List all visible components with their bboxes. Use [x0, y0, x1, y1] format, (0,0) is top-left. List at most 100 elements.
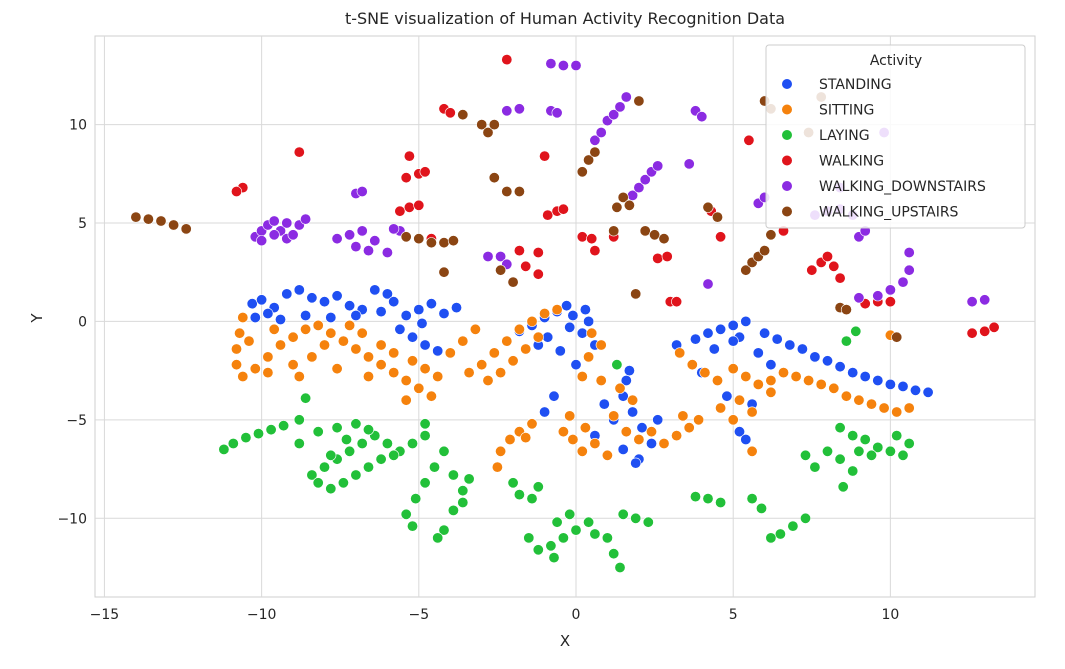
x-tick-label: −5	[408, 607, 429, 623]
data-point	[645, 437, 657, 449]
data-point	[457, 109, 469, 121]
data-point	[611, 201, 623, 213]
data-point	[362, 461, 374, 473]
data-point	[142, 213, 154, 225]
data-point	[488, 119, 500, 131]
data-point	[362, 245, 374, 257]
data-point	[344, 229, 356, 241]
data-point	[674, 347, 686, 359]
data-point	[246, 298, 258, 310]
data-point	[482, 374, 494, 386]
data-point	[627, 406, 639, 418]
data-point	[693, 414, 705, 426]
data-point	[652, 414, 664, 426]
data-point	[897, 449, 909, 461]
data-point	[400, 231, 412, 243]
data-point	[564, 508, 576, 520]
data-point	[774, 528, 786, 540]
data-point	[513, 103, 525, 115]
data-point	[551, 304, 563, 316]
legend: Activity STANDING SITTING LAYING WALKING WAL…	[765, 44, 1026, 229]
data-point	[884, 378, 896, 390]
data-point	[903, 437, 915, 449]
data-point	[614, 382, 626, 394]
data-point	[583, 516, 595, 528]
data-point	[598, 398, 610, 410]
data-point	[287, 359, 299, 371]
data-point	[293, 284, 305, 296]
data-point	[444, 107, 456, 119]
data-point	[617, 508, 629, 520]
data-point	[784, 339, 796, 351]
data-point	[318, 461, 330, 473]
data-point	[922, 386, 934, 398]
data-point	[702, 493, 714, 505]
data-point	[579, 304, 591, 316]
legend-box	[765, 44, 1026, 229]
data-point	[249, 311, 261, 323]
data-point	[243, 335, 255, 347]
data-point	[262, 367, 274, 379]
data-point	[394, 323, 406, 335]
data-point	[240, 432, 252, 444]
data-point	[979, 325, 991, 337]
data-point	[432, 370, 444, 382]
data-point	[564, 321, 576, 333]
data-point	[155, 215, 167, 227]
data-point	[281, 288, 293, 300]
data-point	[331, 363, 343, 375]
data-point	[520, 343, 532, 355]
data-point	[633, 182, 645, 194]
data-point	[425, 237, 437, 249]
data-point	[834, 361, 846, 373]
data-point	[362, 351, 374, 363]
data-point	[463, 367, 475, 379]
data-point	[419, 166, 431, 178]
data-point	[457, 485, 469, 497]
data-point	[312, 426, 324, 438]
data-point	[617, 443, 629, 455]
data-point	[542, 209, 554, 221]
data-point	[834, 453, 846, 465]
data-point	[884, 296, 896, 308]
data-point	[570, 59, 582, 71]
data-point	[463, 473, 475, 485]
data-point	[539, 406, 551, 418]
data-point	[966, 327, 978, 339]
data-point	[306, 469, 318, 481]
data-point	[658, 437, 670, 449]
data-point	[340, 433, 352, 445]
data-point	[469, 323, 481, 335]
data-point	[400, 374, 412, 386]
data-point	[891, 331, 903, 343]
data-point	[576, 231, 588, 243]
data-point	[394, 205, 406, 217]
data-point	[576, 327, 588, 339]
chart-title: t-SNE visualization of Human Activity Re…	[345, 9, 785, 28]
data-point	[331, 422, 343, 434]
data-point	[369, 235, 381, 247]
data-point	[381, 437, 393, 449]
data-point	[630, 288, 642, 300]
data-point	[740, 370, 752, 382]
data-point	[652, 160, 664, 172]
data-point	[859, 433, 871, 445]
data-point	[903, 264, 915, 276]
data-point	[623, 365, 635, 377]
data-point	[683, 422, 695, 434]
data-point	[903, 247, 915, 259]
data-point	[689, 491, 701, 503]
data-point	[300, 213, 312, 225]
data-point	[872, 374, 884, 386]
data-point	[837, 481, 849, 493]
data-point	[561, 300, 573, 312]
data-point	[381, 288, 393, 300]
series-standing	[246, 284, 934, 469]
data-point	[237, 311, 249, 323]
data-point	[406, 520, 418, 532]
data-point	[715, 231, 727, 243]
data-point	[686, 359, 698, 371]
data-point	[504, 433, 516, 445]
data-point	[576, 166, 588, 178]
